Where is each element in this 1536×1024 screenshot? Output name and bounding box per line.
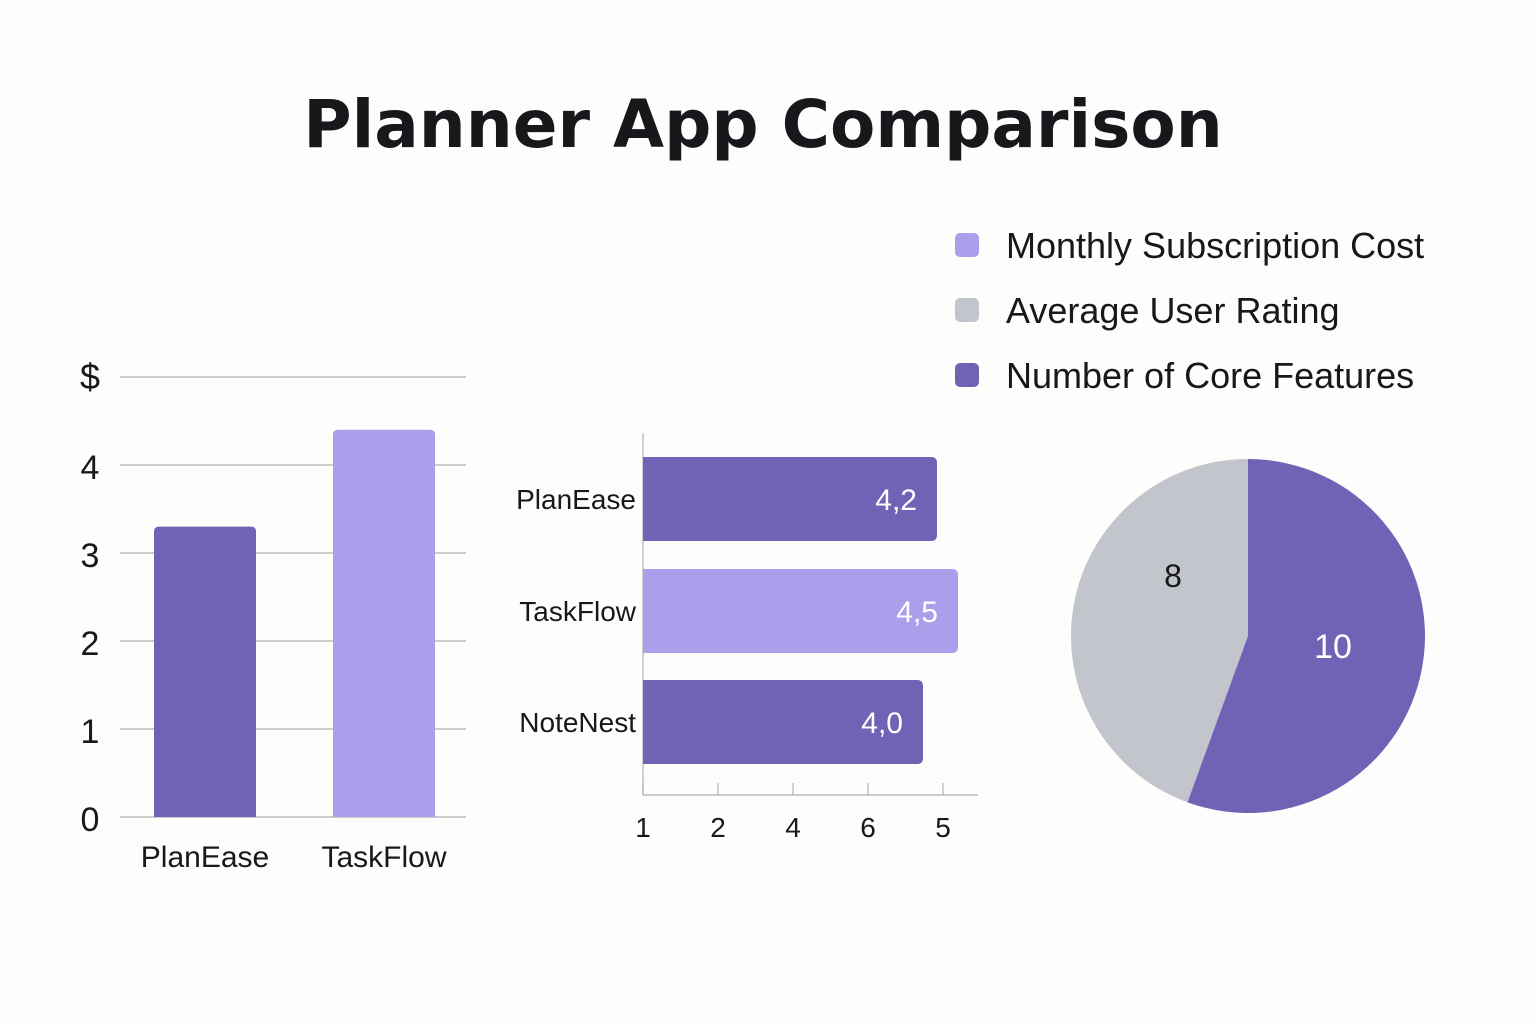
x-tick-label: 5 — [935, 812, 951, 843]
data-label: 4,0 — [861, 707, 903, 740]
bar — [643, 457, 937, 541]
legend-swatch-features — [955, 363, 979, 387]
legend: Monthly Subscription Cost Average User R… — [955, 225, 1424, 396]
bar — [643, 569, 958, 653]
y-tick-label: 2 — [81, 625, 100, 663]
x-tick-label: 4 — [785, 812, 801, 843]
legend-label-rating: Average User Rating — [1006, 290, 1340, 331]
x-tick-label: TaskFlow — [321, 841, 446, 874]
legend-label-cost: Monthly Subscription Cost — [1006, 225, 1424, 266]
legend-swatch-rating — [955, 298, 979, 322]
cost-bar-chart: 0 1 2 3 4 $ PlanEase TaskFlow — [80, 356, 466, 874]
x-tick-label: PlanEase — [141, 841, 269, 874]
pie-slice — [1070, 459, 1248, 803]
y-tick-label: TaskFlow — [519, 596, 636, 627]
y-axis-label: $ — [80, 356, 100, 397]
slice-label: 8 — [1164, 558, 1182, 594]
bar — [643, 680, 923, 764]
slice-label: 10 — [1314, 628, 1352, 666]
pie-slice — [1187, 459, 1425, 813]
y-tick-label: 4 — [81, 449, 100, 487]
x-tick-label: 1 — [635, 812, 651, 843]
y-tick-label: 3 — [81, 537, 100, 575]
y-tick-label: NoteNest — [519, 707, 636, 738]
bar — [154, 526, 256, 817]
data-label: 4,2 — [875, 484, 917, 517]
bar — [333, 429, 435, 817]
legend-swatch-cost — [955, 233, 979, 257]
x-tick-label: 6 — [860, 812, 876, 843]
data-label: 4,5 — [896, 596, 938, 629]
x-tick-label: 2 — [710, 812, 726, 843]
rating-bar-chart: 1 2 4 6 5 4,2 PlanEase 4,5 TaskFlow 4,0 NoteNest — [516, 433, 978, 843]
y-tick-label: PlanEase — [516, 484, 636, 515]
y-tick-label: 0 — [81, 801, 100, 839]
legend-label-features: Number of Core Features — [1006, 355, 1414, 396]
chart-title: Planner App Comparison — [303, 86, 1222, 163]
y-tick-label: 1 — [81, 713, 100, 751]
features-pie-chart: 8 10 — [1070, 459, 1425, 813]
